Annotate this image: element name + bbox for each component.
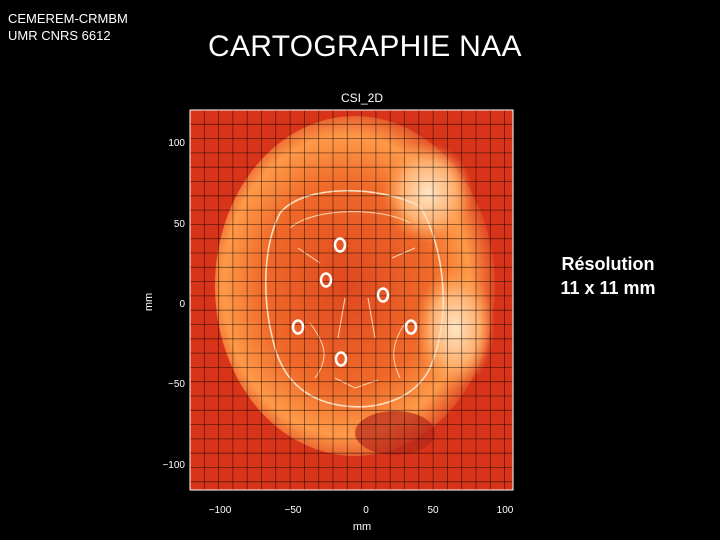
x-tick-label: 0 [363,505,369,516]
x-tick-label: −50 [285,505,302,516]
y-tick-label: −50 [168,379,185,390]
hot-region-right [415,268,495,388]
voxel-marker [333,237,347,253]
voxel-marker [404,319,418,335]
x-tick-label: 100 [497,505,514,516]
voxel-markers [291,237,418,367]
affiliation-line-1: CEMEREM-CRMBM [8,11,128,26]
voxel-marker [334,351,348,367]
plot-title: CSI_2D [341,91,383,105]
slide-title: CARTOGRAPHIE NAA [208,30,522,63]
x-tick-label: −100 [209,505,232,516]
y-tick-label: −100 [162,460,185,471]
voxel-grid [190,110,513,490]
map-frame [189,109,514,491]
resolution-line-2: 11 x 11 mm [560,278,656,298]
y-axis: 100 50 0 −50 −100 mm [143,138,185,471]
resolution-note: Résolution 11 x 11 mm [548,252,668,300]
naa-map-svg: CSI_2D 100 50 0 −50 −100 mm −100 −50 0 5… [143,91,514,533]
voxel-marker [319,272,333,288]
x-axis: −100 −50 0 50 100 mm [209,505,514,533]
y-tick-label: 50 [174,219,186,230]
hot-region-upper [383,143,473,243]
voxel-marker [291,319,305,335]
voxel-marker [376,287,390,303]
brain-outline [265,189,444,408]
y-tick-label: 100 [168,138,185,149]
naa-map-figure: CSI_2D 100 50 0 −50 −100 mm −100 −50 0 5… [130,88,530,540]
y-tick-label: 0 [179,299,185,310]
dark-region-lower [355,411,435,455]
affiliation-line-2: UMR CNRS 6612 [8,28,111,43]
resolution-line-1: Résolution [561,254,655,274]
affiliation: CEMEREM-CRMBM UMR CNRS 6612 [8,10,128,44]
y-axis-label: mm [143,293,155,311]
x-axis-label: mm [353,521,371,533]
x-tick-label: 50 [427,505,439,516]
